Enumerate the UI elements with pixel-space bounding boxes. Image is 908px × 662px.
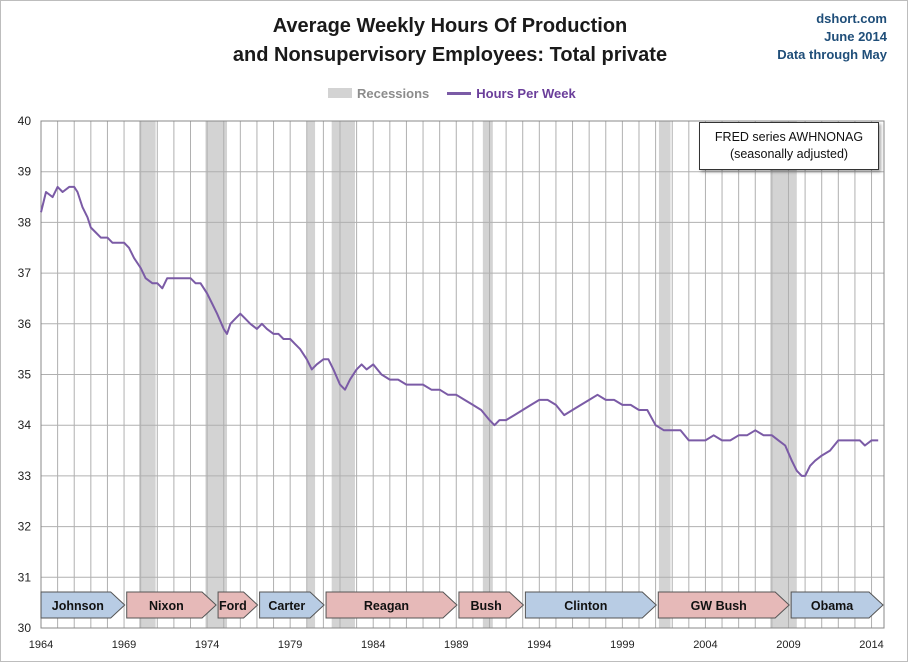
x-tick-label: 1969 — [112, 639, 136, 651]
series-group — [40, 185, 879, 477]
source-note: Data through May — [777, 47, 887, 62]
legend-swatch-recessions — [328, 88, 352, 98]
x-tick-label: 1999 — [610, 639, 634, 651]
legend-item-recessions: Recessions — [328, 86, 429, 101]
title-line-1: Average Weekly Hours Of Production — [272, 15, 628, 37]
plot-area-border — [40, 120, 885, 629]
chart-legend: Recessions Hours Per Week — [328, 84, 594, 102]
president-label: Nixon — [149, 599, 184, 613]
y-tick-label: 37 — [18, 266, 32, 280]
legend-swatch-series — [447, 91, 472, 95]
source-date: June 2014 — [824, 29, 887, 44]
fred-adjust-label: (seasonally adjusted) — [729, 147, 849, 161]
president-arrows: Johnson Nixon Ford Carter Reagan Bush Clinton G… — [40, 591, 884, 619]
x-tick-label: 1979 — [278, 639, 302, 651]
president-arrow — [40, 591, 126, 619]
x-tick-label: 1994 — [527, 639, 551, 651]
grid-lines — [40, 120, 884, 629]
president-arrow — [259, 591, 325, 619]
axes: 30 31 32 33 34 35 36 37 38 39 40 1964 1969 1974 1979 19… — [18, 114, 885, 651]
president-arrow — [217, 591, 259, 619]
president-label: Johnson — [52, 599, 104, 613]
series-line-hours-per-week — [40, 185, 879, 477]
x-tick-label: 1964 — [29, 639, 53, 651]
legend-label-series: Hours Per Week — [476, 85, 576, 101]
x-tick-label: 2014 — [859, 639, 883, 651]
y-tick-label: 39 — [18, 165, 32, 179]
y-tick-label: 38 — [18, 215, 32, 229]
source-block: dshort.com June 2014 Data through May — [777, 10, 887, 64]
y-tick-label: 33 — [18, 469, 32, 483]
president-arrow — [524, 591, 657, 619]
president-label: Ford — [219, 599, 247, 613]
x-tick-label: 2009 — [776, 639, 800, 651]
president-arrow — [458, 591, 525, 619]
y-tick-label: 31 — [18, 570, 32, 584]
president-arrow — [325, 591, 458, 619]
fred-series-label: FRED series AWHNONAG — [714, 130, 864, 144]
source-site: dshort.com — [816, 11, 887, 26]
president-label: Obama — [811, 599, 854, 613]
president-arrow — [790, 591, 884, 619]
y-tick-label: 40 — [18, 114, 32, 128]
y-tick-label: 32 — [18, 520, 32, 534]
president-label: GW Bush — [691, 599, 747, 613]
x-tick-label: 1984 — [361, 639, 385, 651]
x-tick-label: 1974 — [195, 639, 219, 651]
title-line-2: and Nonsupervisory Employees: Total priv… — [232, 44, 668, 66]
y-tick-label: 30 — [18, 621, 32, 635]
president-label: Reagan — [364, 599, 409, 613]
chart-title: Average Weekly Hours Of Production and N… — [160, 12, 740, 70]
x-tick-label: 1989 — [444, 639, 468, 651]
president-label: Clinton — [564, 599, 607, 613]
y-tick-label: 34 — [18, 418, 32, 432]
president-label: Bush — [471, 599, 502, 613]
legend-item-series: Hours Per Week — [447, 85, 576, 101]
president-label: Carter — [268, 599, 305, 613]
fred-annotation-box: FRED series AWHNONAG (seasonally adjuste… — [699, 122, 879, 170]
legend-label-recessions: Recessions — [357, 85, 430, 101]
president-arrow — [657, 591, 790, 619]
y-tick-label: 35 — [18, 368, 32, 382]
x-tick-label: 2004 — [693, 639, 717, 651]
y-tick-label: 36 — [18, 317, 32, 331]
president-arrow — [126, 591, 217, 619]
